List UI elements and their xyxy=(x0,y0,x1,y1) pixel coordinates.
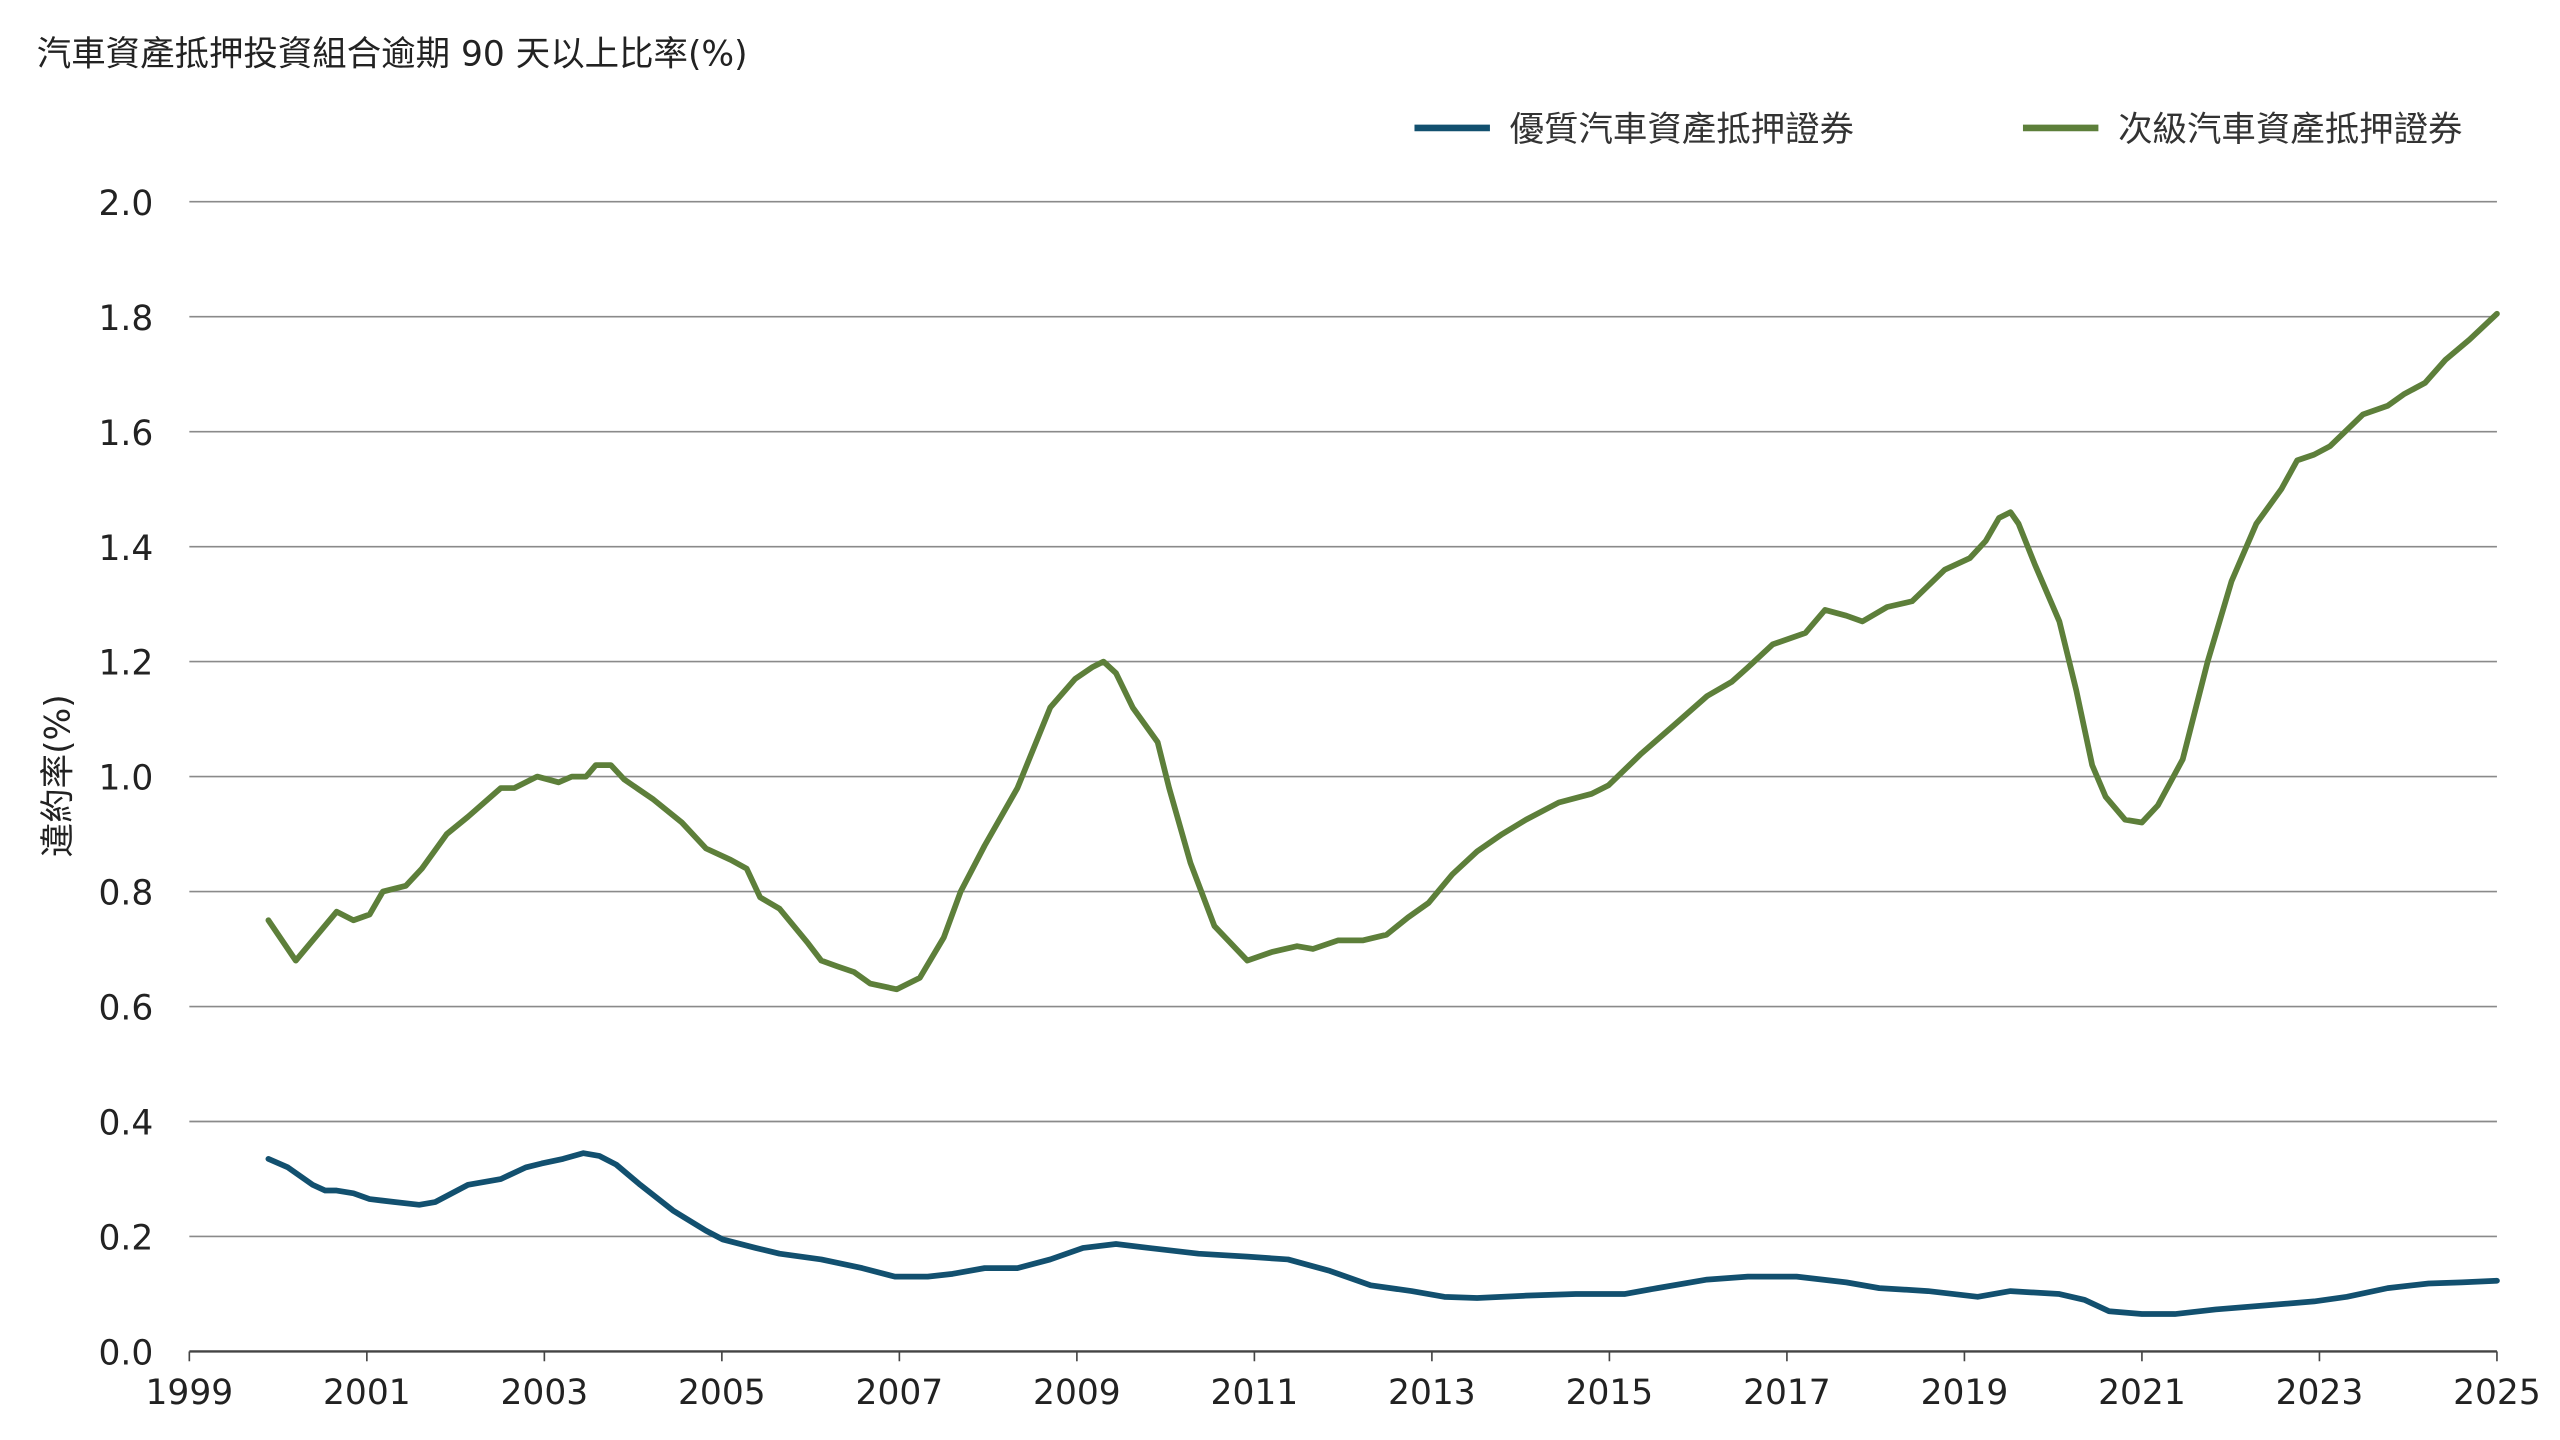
legend-label-subprime: 次級汽車資產抵押證券 xyxy=(2118,110,2462,150)
x-tick-label: 2001 xyxy=(323,1373,411,1413)
y-tick-label: 1.6 xyxy=(98,414,153,454)
y-tick-label: 0.6 xyxy=(98,989,153,1029)
x-tick-label: 2025 xyxy=(2453,1373,2541,1413)
x-tick-label: 2017 xyxy=(1743,1373,1831,1413)
y-tick-label: 0.0 xyxy=(98,1334,153,1374)
x-tick-label: 2021 xyxy=(2098,1373,2186,1413)
legend: 優質汽車資產抵押證券 次級汽車資產抵押證券 xyxy=(1414,110,2462,150)
chart-title: 汽車資產抵押投資組合逾期 90 天以上比率(%) xyxy=(37,35,748,75)
x-tick-label: 2015 xyxy=(1566,1373,1654,1413)
series-line-subprime xyxy=(265,310,2500,993)
y-tick-label: 0.8 xyxy=(98,874,153,914)
series-lines xyxy=(265,310,2500,1317)
y-tick-label: 0.4 xyxy=(98,1104,153,1144)
y-tick-label: 1.8 xyxy=(98,299,153,339)
x-tick-label: 2011 xyxy=(1211,1373,1299,1413)
x-tick-labels: 1999 2001 2003 2005 2007 2009 2011 2013 2015 2017… xyxy=(146,1373,2541,1413)
gridlines xyxy=(188,200,2498,1362)
y-tick-label: 1.4 xyxy=(98,529,153,569)
x-tick-label: 2005 xyxy=(678,1373,766,1413)
y-axis-label: 違約率(%) xyxy=(39,694,79,857)
x-tick-label: 2023 xyxy=(2276,1373,2364,1413)
y-tick-label: 1.2 xyxy=(98,644,153,684)
series-line-prime xyxy=(265,1150,2500,1317)
y-tick-label: 2.0 xyxy=(98,184,153,224)
legend-label-prime: 優質汽車資產抵押證券 xyxy=(1510,110,1854,150)
x-tick-label: 2007 xyxy=(856,1373,944,1413)
y-tick-label: 1.0 xyxy=(98,759,153,799)
x-tick-label: 2019 xyxy=(1921,1373,2009,1413)
x-tick-label: 2009 xyxy=(1033,1373,1121,1413)
x-tick-label: 2013 xyxy=(1388,1373,1476,1413)
y-tick-label: 0.2 xyxy=(98,1219,153,1259)
x-tick-label: 1999 xyxy=(146,1373,234,1413)
x-tick-label: 2003 xyxy=(501,1373,589,1413)
y-tick-labels: 0.0 0.2 0.4 0.6 0.8 1.0 1.2 1.4 1.6 1.8 2.0 xyxy=(98,184,153,1374)
